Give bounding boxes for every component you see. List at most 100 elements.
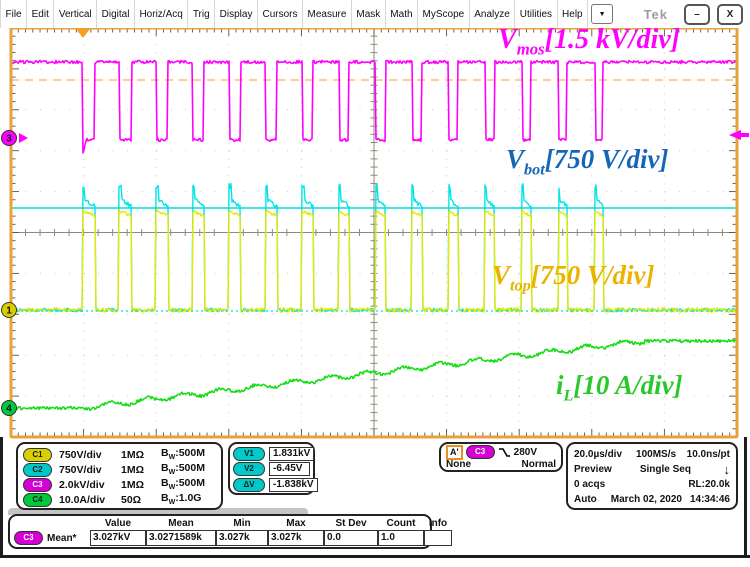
- horizontal-readout-box[interactable]: 20.0µs/div 100MS/s 10.0ns/pt Preview Sin…: [566, 442, 738, 510]
- c2-bandwidth: BW:500M: [161, 462, 205, 477]
- meas-header-mean: Mean: [168, 518, 194, 529]
- tek-logo: Tek: [643, 6, 668, 22]
- meas-header-info: Info: [428, 518, 448, 529]
- c4-badge: C4: [23, 492, 52, 507]
- c1-impedance: 1MΩ: [121, 448, 145, 461]
- meas-count: 1.0: [378, 530, 424, 546]
- trigger-source-badge: C3: [465, 445, 495, 459]
- meas-name: Mean*: [47, 532, 77, 544]
- waveform-c4-il: [11, 338, 737, 412]
- label-vmos: Vmos[1.5 kV/div]: [498, 24, 680, 59]
- menu-bar: File Edit Vertical Digital Horiz/Acq Tri…: [0, 0, 750, 28]
- c3-badge: C3: [23, 477, 52, 492]
- resolution: 10.0ns/pt: [686, 449, 730, 460]
- c3-scale: 2.0kV/div: [59, 478, 105, 491]
- label-vbot: Vbot[750 V/div]: [506, 144, 669, 179]
- meas-header-value: Value: [104, 518, 132, 529]
- svg-text:4: 4: [6, 404, 12, 415]
- channel-marker-4: [1, 400, 17, 416]
- trigger-position-marker: [76, 29, 90, 38]
- meas-header-max: Max: [286, 518, 306, 529]
- window-border-bottom: [0, 555, 750, 558]
- v1-badge: V1: [233, 446, 265, 461]
- menu-item-horiz-acq[interactable]: Horiz/Acq: [135, 0, 189, 28]
- c1-bandwidth: BW:500M: [161, 447, 205, 462]
- menu-item-vertical[interactable]: Vertical: [54, 0, 98, 28]
- trigger-auto-mode: Auto: [574, 494, 597, 505]
- cursor-v1-row[interactable]: V1 1.831kV: [233, 446, 315, 462]
- trigger-level-arrow: [729, 130, 741, 140]
- channel-readout-c4[interactable]: C4 10.0A/div 50Ω BW:1.0G: [23, 492, 216, 507]
- window-border-right: [744, 437, 747, 558]
- v2-badge: V2: [233, 462, 265, 477]
- v1-value: 1.831kV: [269, 446, 315, 461]
- menu-item-mask[interactable]: Mask: [352, 0, 386, 28]
- c2-impedance: 1MΩ: [121, 463, 145, 476]
- label-il: iL[10 A/div]: [556, 370, 683, 405]
- c2-badge: C2: [23, 462, 52, 477]
- c1-scale: 750V/div: [59, 448, 102, 461]
- menu-overflow-button[interactable]: ▼: [591, 4, 614, 24]
- time: 14:34:46: [689, 494, 730, 505]
- acq-state: Preview: [574, 464, 612, 475]
- meas-info: [424, 530, 452, 546]
- falling-edge-icon: [498, 447, 510, 457]
- c3-impedance: 1MΩ: [121, 478, 145, 491]
- cursor-v2-row[interactable]: V2 -6.45V: [233, 462, 310, 478]
- cursor-readout-box: V1 1.831kV V2 -6.45V ΔV -1.838kV: [228, 442, 318, 495]
- sample-rate: 100MS/s: [636, 449, 677, 460]
- measurement-row[interactable]: C3 Mean* 3.027kV 3.0271589k 3.027k 3.027…: [14, 530, 452, 546]
- c4-impedance: 50Ω: [121, 493, 142, 506]
- channel-readout-c3[interactable]: C3 2.0kV/div 1MΩ BW:500M: [23, 477, 216, 492]
- label-vtop: Vtop[750 V/div]: [492, 260, 655, 295]
- date: March 02, 2020: [610, 494, 682, 505]
- chevron-down-icon: ▼: [598, 10, 606, 18]
- acq-mode: Single Seq: [639, 464, 691, 475]
- menu-item-help[interactable]: Help: [558, 0, 589, 28]
- svg-text:3: 3: [6, 134, 12, 145]
- meas-stdev: 0.0: [324, 530, 378, 546]
- channel-readout-c2[interactable]: C2 750V/div 1MΩ BW:500M: [23, 462, 216, 477]
- down-arrow-icon: ↓: [723, 461, 731, 477]
- menu-item-cursors[interactable]: Cursors: [258, 0, 303, 28]
- acq-count: 0 acqs: [574, 479, 606, 490]
- menu-item-measure[interactable]: Measure: [303, 0, 352, 28]
- menu-item-myscope[interactable]: MyScope: [418, 0, 470, 28]
- menu-item-trig[interactable]: Trig: [188, 0, 216, 28]
- c1-badge: C1: [23, 447, 52, 462]
- channel-readout-box: C1 750V/div 1MΩ BW:500M C2 750V/div 1MΩ …: [16, 442, 223, 510]
- waveform-c3-vmos: [11, 59, 737, 154]
- trigger-holdoff: None: [446, 459, 471, 470]
- meas-header-min: Min: [233, 518, 251, 529]
- menu-item-analyze[interactable]: Analyze: [470, 0, 516, 28]
- menu-item-edit[interactable]: Edit: [27, 0, 55, 28]
- panel-handle[interactable]: [8, 508, 308, 515]
- close-button[interactable]: X: [717, 3, 743, 25]
- record-length: RL:20.0k: [688, 479, 730, 490]
- menu-item-utilities[interactable]: Utilities: [515, 0, 558, 28]
- meas-header-stdev: St Dev: [335, 518, 367, 529]
- meas-value: 3.027kV: [90, 530, 146, 546]
- dv-badge: ΔV: [233, 477, 265, 492]
- trigger-mode: Normal: [521, 459, 556, 470]
- menu-item-math[interactable]: Math: [386, 0, 419, 28]
- c2-scale: 750V/div: [59, 463, 102, 476]
- channel-readout-c1[interactable]: C1 750V/div 1MΩ BW:500M: [23, 447, 216, 462]
- c4-bandwidth: BW:1.0G: [161, 492, 202, 507]
- menu-item-display[interactable]: Display: [215, 0, 258, 28]
- menu-item-file[interactable]: File: [0, 0, 28, 28]
- dv-value: -1.838kV: [269, 477, 318, 492]
- cursor-dv-row[interactable]: ΔV -1.838kV: [233, 477, 318, 493]
- channel-marker-3: [1, 130, 17, 146]
- v2-value: -6.45V: [269, 462, 310, 477]
- meas-header-count: Count: [386, 518, 416, 529]
- window-border-left: [0, 437, 3, 558]
- menu-item-digital[interactable]: Digital: [97, 0, 135, 28]
- channel-marker-1: [1, 302, 17, 318]
- meas-mean: 3.0271589k: [146, 530, 216, 546]
- meas-min: 3.027k: [216, 530, 268, 546]
- svg-text:1: 1: [6, 306, 12, 317]
- minimize-button[interactable]: –: [684, 3, 710, 25]
- trigger-readout-box[interactable]: A' C3 280V None Normal: [439, 442, 563, 472]
